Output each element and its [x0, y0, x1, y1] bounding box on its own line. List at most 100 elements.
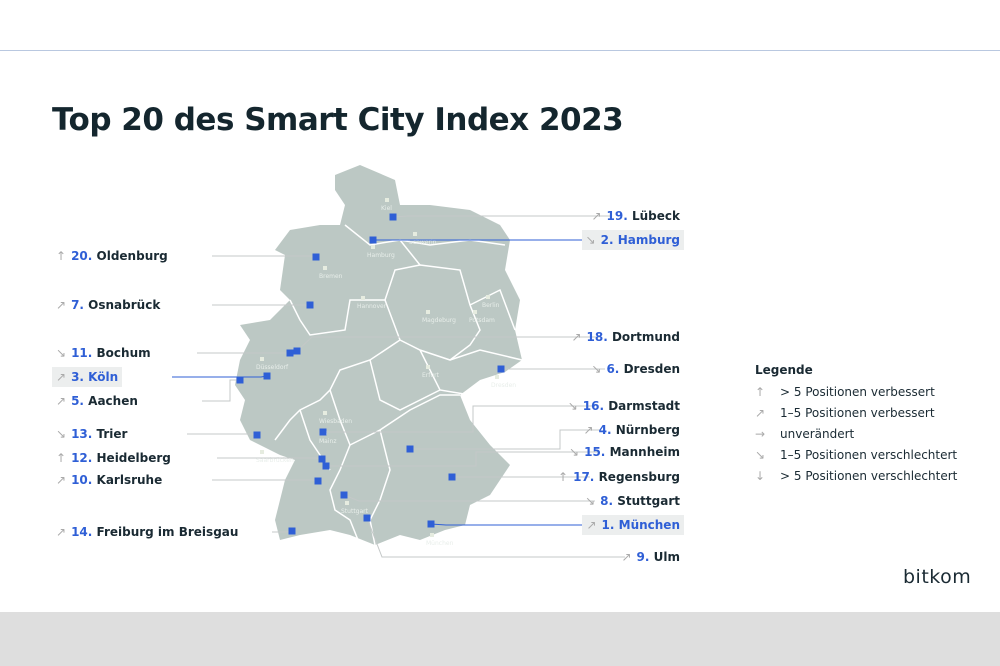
- trend-up-right-icon: ↗: [755, 406, 766, 420]
- trend-up-icon: ↑: [56, 451, 67, 465]
- rank: 10.: [71, 473, 93, 487]
- rank: 18.: [586, 330, 608, 344]
- city-marker: [318, 455, 326, 463]
- state-border: [329, 389, 361, 546]
- state-border: [469, 288, 516, 331]
- trend-up-right-icon: ↗: [591, 209, 602, 223]
- city-name: Mannheim: [609, 445, 680, 459]
- city-marker: [448, 473, 456, 481]
- leader-line: [392, 215, 610, 218]
- city-name: München: [618, 518, 680, 532]
- capital-label: Magdeburg: [422, 317, 456, 324]
- capital-dot: [473, 310, 477, 314]
- city-label-heidelberg: ↑ 12. Heidelberg: [52, 448, 175, 468]
- capital-label: Stuttgart: [341, 508, 369, 515]
- city-name: Nürnberg: [615, 423, 680, 437]
- rank: 16.: [582, 399, 605, 413]
- state-border: [369, 359, 441, 411]
- city-name: Bochum: [96, 346, 151, 360]
- city-label-trier: ↘ 13. Trier: [52, 424, 131, 444]
- city-marker: [263, 372, 271, 380]
- rank: 3.: [71, 370, 84, 384]
- city-label-osnabrück: ↗ 7. Osnabrück: [52, 295, 164, 315]
- capital-label: Bremen: [319, 273, 343, 280]
- city-name: Lübeck: [631, 209, 680, 223]
- rank: 9.: [636, 550, 650, 564]
- rank: 5.: [71, 394, 84, 408]
- capital-dot: [371, 245, 375, 249]
- capital-label: Kiel: [381, 205, 392, 212]
- city-label-aachen: ↗ 5. Aachen: [52, 391, 142, 411]
- rank: 20.: [71, 249, 93, 263]
- capital-label: Schwerin: [409, 239, 437, 246]
- city-marker: [312, 253, 320, 261]
- rank: 13.: [71, 427, 93, 441]
- leader-line: [323, 405, 595, 433]
- capital-dot: [323, 266, 327, 270]
- city-name: Regensburg: [598, 470, 680, 484]
- trend-up-right-icon: ↗: [56, 525, 67, 539]
- city-marker: [363, 514, 371, 522]
- capital-dot: [413, 232, 417, 236]
- city-label-nürnberg: ↗ 4. Nürnberg: [580, 420, 684, 440]
- city-label-ulm: ↗ 9. Ulm: [617, 547, 684, 567]
- bitkom-logo: bitkom: [903, 566, 972, 588]
- city-name: Heidelberg: [96, 451, 171, 465]
- trend-down-right-icon: ↘: [585, 494, 596, 508]
- leader-line: [296, 336, 600, 352]
- trend-up-icon: ↑: [558, 470, 569, 484]
- legend-label: > 5 Positionen verschlechtert: [780, 469, 958, 483]
- rank: 7.: [71, 298, 84, 312]
- state-border: [344, 224, 506, 246]
- state-border: [369, 429, 391, 546]
- city-name: Dortmund: [611, 330, 680, 344]
- trend-down-right-icon: ↘: [569, 445, 580, 459]
- rank: 1.: [601, 518, 615, 532]
- legend-label: 1–5 Positionen verbessert: [780, 406, 935, 420]
- top-bar: [0, 0, 1000, 51]
- city-name: Köln: [88, 370, 119, 384]
- city-label-hamburg: ↘ 2. Hamburg: [581, 230, 684, 250]
- city-label-regensburg: ↑ 17. Regensburg: [554, 467, 684, 487]
- capital-dot: [260, 450, 264, 454]
- legend-item: ↗ 1–5 Positionen verbessert: [755, 403, 957, 424]
- trend-down-right-icon: ↘: [591, 362, 602, 376]
- city-label-karlsruhe: ↗ 10. Karlsruhe: [52, 470, 166, 490]
- legend: Legende ↑ > 5 Positionen verbessert ↗ 1–5 P…: [755, 363, 957, 487]
- city-name: Freiburg im Breisgau: [96, 525, 239, 539]
- city-name: Aachen: [88, 394, 138, 408]
- city-label-lübeck: ↗ 19. Lübeck: [587, 206, 684, 226]
- city-label-freiburg-im-breisgau: ↗ 14. Freiburg im Breisgau: [52, 522, 242, 542]
- trend-down-icon: ↓: [755, 469, 766, 483]
- state-border: [384, 264, 481, 361]
- trend-up-right-icon: ↗: [56, 370, 67, 384]
- city-name: Ulm: [653, 550, 680, 564]
- capital-label: Potsdam: [469, 317, 495, 324]
- capital-dot: [430, 533, 434, 537]
- city-name: Karlsruhe: [96, 473, 163, 487]
- state-border: [274, 339, 401, 441]
- rank: 8.: [600, 494, 614, 508]
- capital-dot: [495, 375, 499, 379]
- leader-line: [326, 451, 600, 467]
- state-border: [289, 239, 422, 336]
- trend-up-right-icon: ↗: [583, 423, 594, 437]
- legend-title: Legende: [755, 363, 813, 377]
- rank: 4.: [598, 423, 612, 437]
- capital-dot: [426, 310, 430, 314]
- leader-line: [343, 494, 595, 502]
- capital-label: Wiesbaden: [319, 418, 352, 425]
- rank: 14.: [71, 525, 93, 539]
- leader-line: [366, 517, 625, 558]
- capital-label: Hannover: [357, 303, 387, 310]
- capital-label: Saarbrücken: [256, 457, 294, 464]
- trend-down-right-icon: ↘: [56, 427, 67, 441]
- capital-dot: [345, 501, 349, 505]
- legend-item: ↑ > 5 Positionen verbessert: [755, 382, 957, 403]
- city-label-bochum: ↘ 11. Bochum: [52, 343, 155, 363]
- legend-label: > 5 Positionen verbessert: [780, 385, 935, 399]
- city-marker: [497, 365, 505, 373]
- city-marker: [319, 428, 327, 436]
- rank: 11.: [71, 346, 93, 360]
- city-marker: [253, 431, 261, 439]
